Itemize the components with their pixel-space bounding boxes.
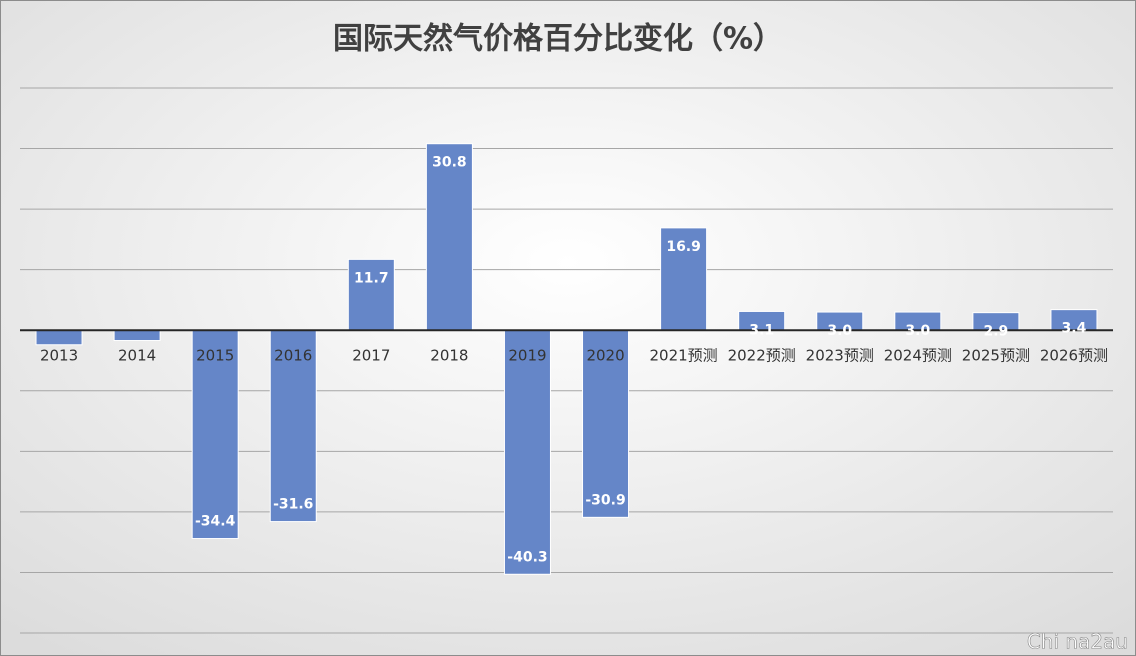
value-label: 16.9 <box>666 239 701 255</box>
x-tick-label: 2022预测 <box>728 347 796 365</box>
x-tick-label: 2024预测 <box>884 347 952 365</box>
x-tick-label: 2026预测 <box>1040 347 1108 365</box>
x-tick-label: 2020 <box>586 347 624 365</box>
bar <box>191 329 239 540</box>
bar <box>582 329 630 518</box>
bar <box>660 227 708 331</box>
x-tick-label: 2025预测 <box>962 347 1030 365</box>
x-tick-label: 2018 <box>430 347 468 365</box>
value-label: -30.9 <box>585 492 625 508</box>
x-tick-label: 2021预测 <box>650 347 718 365</box>
bar <box>35 329 83 346</box>
bar <box>503 329 551 575</box>
chart-title: 国际天然气价格百分比变化（%） <box>333 22 783 57</box>
x-tick-label: 2013 <box>40 347 78 365</box>
x-tick-label: 2023预测 <box>806 347 874 365</box>
value-label: 30.8 <box>432 155 467 171</box>
x-tick-label: 2019 <box>508 347 546 365</box>
bar <box>113 329 161 342</box>
bar <box>425 143 473 331</box>
x-tick-label: 2015 <box>196 347 234 365</box>
x-tick-label: 2017 <box>352 347 390 365</box>
value-label: -31.6 <box>273 497 313 513</box>
value-label: 3.1 <box>749 322 774 338</box>
value-label: 3.0 <box>905 323 930 339</box>
value-label: 3.4 <box>1062 321 1087 337</box>
x-tick-label: 2016 <box>274 347 312 365</box>
value-label: 3.0 <box>827 323 852 339</box>
value-label: 11.7 <box>354 270 389 286</box>
value-label: 2.9 <box>983 324 1008 340</box>
bar <box>269 329 317 523</box>
value-label: -34.4 <box>195 514 236 530</box>
x-tick-label: 2014 <box>118 347 156 365</box>
value-label: -40.3 <box>507 549 547 565</box>
